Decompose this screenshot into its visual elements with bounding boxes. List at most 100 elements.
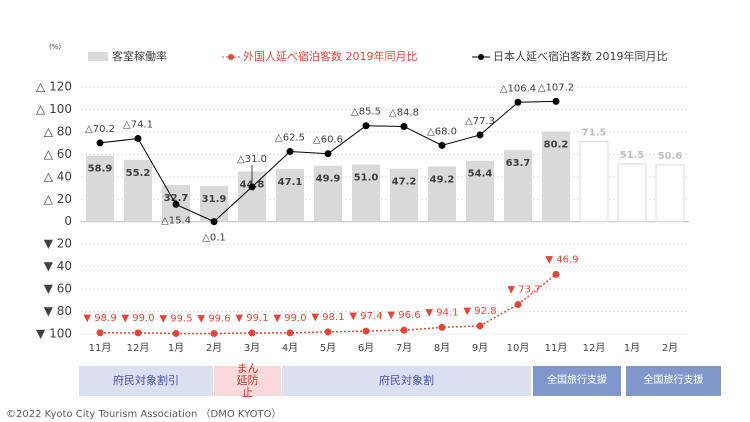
y-tick-label: △ 120 bbox=[36, 80, 72, 94]
y-tick-label: ▼ 80 bbox=[44, 304, 72, 318]
footer: ©2022 Kyoto City Tourism Association （DM… bbox=[6, 409, 282, 420]
bar-label: 47.2 bbox=[392, 177, 417, 188]
bar bbox=[390, 168, 418, 222]
line-label: ▼ 99.0 bbox=[273, 313, 306, 324]
line-point bbox=[96, 139, 104, 147]
x-tick-label: 5月 bbox=[320, 342, 336, 354]
line-point bbox=[400, 123, 408, 131]
unit-label: (%) bbox=[49, 43, 61, 51]
x-tick-label: 12月 bbox=[127, 342, 150, 354]
line-label: ▼ 73.7 bbox=[507, 284, 540, 295]
line-label: △31.0 bbox=[237, 154, 267, 165]
line-label: △85.5 bbox=[351, 107, 381, 118]
bar-label: 51.0 bbox=[354, 172, 379, 183]
period-band: 府民対象割引 bbox=[79, 366, 213, 396]
x-tick-label: 10月 bbox=[507, 342, 530, 354]
bar bbox=[428, 166, 456, 222]
line-label: △106.4 bbox=[500, 83, 536, 94]
line-label: ▼ 99.6 bbox=[197, 314, 230, 325]
line-label: ▼ 99.1 bbox=[235, 313, 268, 324]
bar-label: 80.2 bbox=[544, 140, 569, 151]
chart: (%) △ 120 △ 100 △ 80 △ 60 △ 40 △ 20 0 ▼ 20 ▼ 40 ▼… bbox=[36, 43, 689, 354]
y-tick-label: ▼ 20 bbox=[44, 237, 72, 251]
line-point bbox=[134, 135, 142, 143]
x-tick-label: 1月 bbox=[168, 342, 184, 354]
line-point bbox=[514, 300, 522, 308]
y-tick-label: △ 80 bbox=[44, 124, 72, 138]
line-point bbox=[96, 329, 104, 337]
bar-label: 58.9 bbox=[88, 164, 113, 175]
x-tick-label: 1月 bbox=[624, 342, 640, 354]
bar bbox=[579, 140, 609, 223]
bar bbox=[314, 165, 342, 222]
y-tick-label: △ 20 bbox=[44, 192, 72, 206]
bar-label: 50.6 bbox=[658, 151, 683, 162]
line-label: △70.2 bbox=[85, 124, 115, 135]
legend-swatch bbox=[478, 54, 484, 60]
line-point bbox=[134, 329, 142, 337]
bar-label: 49.9 bbox=[316, 174, 341, 185]
x-tick-label: 11月 bbox=[89, 342, 112, 354]
line-point bbox=[552, 270, 560, 278]
bar-label: 63.7 bbox=[506, 158, 531, 169]
bar bbox=[466, 160, 494, 222]
line-point bbox=[248, 183, 256, 191]
line-point bbox=[476, 131, 484, 139]
line-point bbox=[286, 148, 294, 156]
y-tick-label: 0 bbox=[64, 214, 72, 228]
line-point bbox=[438, 323, 446, 331]
bar-label: 49.2 bbox=[430, 174, 455, 185]
legend-label: 日本人延べ宿泊客数 2019年同月比 bbox=[493, 49, 668, 63]
period-band: 府民対象割 bbox=[282, 366, 531, 396]
line-label: △107.2 bbox=[538, 82, 574, 93]
bar bbox=[655, 164, 685, 223]
line-label: ▼ 92.8 bbox=[463, 306, 496, 317]
y-tick-label: ▼ 60 bbox=[44, 282, 72, 296]
line-label: ▼ 99.5 bbox=[159, 313, 192, 324]
line-label: ▼ 97.4 bbox=[349, 311, 382, 322]
bar-label: 47.1 bbox=[278, 177, 303, 188]
line-point bbox=[324, 328, 332, 336]
line-label: △0.1 bbox=[202, 233, 226, 244]
bar bbox=[200, 185, 228, 222]
x-tick-label: 2月 bbox=[206, 342, 222, 354]
line-point bbox=[248, 329, 256, 337]
line-label: ▼ 98.9 bbox=[83, 313, 116, 324]
line-label: ▼ 99.0 bbox=[121, 313, 154, 324]
line-point bbox=[552, 97, 560, 105]
line-label: △15.4 bbox=[161, 215, 191, 226]
y-tick-label: △ 100 bbox=[36, 102, 72, 116]
line-label: △60.6 bbox=[313, 135, 343, 146]
line-point bbox=[172, 329, 180, 337]
line-point bbox=[172, 200, 180, 208]
legend-label: 客室稼働率 bbox=[112, 49, 167, 63]
y-tick-label: △ 60 bbox=[44, 147, 72, 161]
bar-label: 54.4 bbox=[468, 169, 493, 180]
x-tick-label: 3月 bbox=[244, 342, 260, 354]
bar-label: 71.5 bbox=[582, 127, 607, 138]
y-tick-label: ▼ 100 bbox=[36, 327, 72, 341]
bar-label: 55.2 bbox=[126, 168, 151, 179]
line-label: △68.0 bbox=[427, 126, 457, 137]
legend-label: 外国人延べ宿泊客数 2019年同月比 bbox=[243, 49, 418, 63]
period-band: まん延防止 bbox=[214, 363, 281, 399]
x-tick-label: 2月 bbox=[662, 342, 678, 354]
line-label: ▼ 96.6 bbox=[387, 310, 420, 321]
x-tick-label: 4月 bbox=[282, 342, 298, 354]
bar bbox=[124, 159, 152, 222]
line-point bbox=[362, 122, 370, 130]
line-point bbox=[400, 326, 408, 334]
x-tick-label: 9月 bbox=[472, 342, 488, 354]
line-point bbox=[210, 218, 218, 226]
x-tick-label: 12月 bbox=[583, 342, 606, 354]
bar bbox=[352, 164, 380, 222]
bar bbox=[276, 168, 304, 222]
bar bbox=[504, 150, 532, 222]
line-label: △84.8 bbox=[389, 108, 419, 119]
y-tick-label: △ 40 bbox=[44, 169, 72, 183]
line bbox=[99, 273, 557, 335]
bar-label: 31.9 bbox=[202, 194, 227, 205]
line-point bbox=[324, 150, 332, 158]
period-band: 全国旅行支援 bbox=[626, 366, 721, 396]
